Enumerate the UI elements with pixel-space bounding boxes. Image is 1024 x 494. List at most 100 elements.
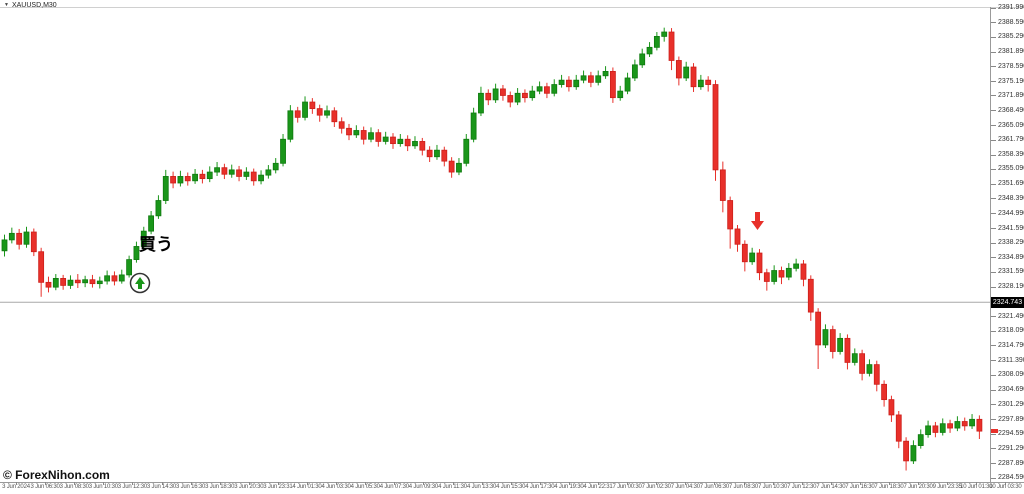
candle: [419, 137, 426, 156]
price-tick: [991, 345, 996, 347]
price-tick-label: 2375.190: [998, 77, 1024, 85]
candle: [947, 419, 953, 433]
time-tick-label: 3 Jun 08:30: [59, 484, 89, 490]
price-tick-label: 2381.890: [998, 48, 1024, 56]
candle: [456, 158, 462, 176]
candle: [8, 227, 15, 244]
candle: [324, 105, 330, 119]
price-tick-label: 2328.190: [998, 283, 1024, 291]
price-tick-label: 2318.090: [998, 327, 1024, 335]
time-tick-label: 7 Jun 14:30: [816, 484, 846, 490]
candle: [602, 66, 609, 79]
candle: [45, 276, 52, 293]
candle: [111, 271, 118, 286]
price-tick: [991, 419, 996, 421]
price-tick: [991, 110, 996, 112]
time-tick-label: 3 Jun 18:30: [205, 484, 235, 490]
candle: [573, 74, 580, 90]
price-tick-label: 2361.790: [998, 136, 1024, 144]
candle: [243, 167, 250, 180]
time-tick: [277, 482, 279, 485]
candle: [170, 171, 176, 189]
price-tick: [991, 81, 996, 83]
sell-down-arrow-icon: [751, 212, 764, 230]
price-tick-label: 2355.090: [998, 165, 1024, 173]
price-tick-label: 2287.890: [998, 459, 1024, 467]
price-tick: [991, 374, 996, 376]
price-tick-label: 2368.490: [998, 106, 1024, 114]
price-tick-label: 2311.390: [998, 356, 1024, 364]
price-tick: [991, 7, 996, 9]
price-tick-label: 2338.290: [998, 239, 1024, 246]
price-tick: [991, 389, 996, 391]
candle: [793, 258, 800, 272]
price-tick: [991, 316, 996, 318]
time-tick: [598, 482, 599, 485]
hline-price-box[interactable]: 2324.743: [991, 296, 1024, 308]
candle: [16, 228, 23, 250]
time-tick-label: 4 Jun 19:30: [554, 484, 584, 490]
time-tick-label: 4 Jun 17:30: [525, 484, 555, 490]
candle: [228, 164, 235, 178]
price-tick: [991, 257, 996, 259]
candle: [199, 169, 206, 184]
candle: [822, 324, 829, 348]
time-tick: [307, 482, 308, 485]
price-axis-separator: [990, 7, 991, 482]
candle: [976, 415, 983, 440]
candle: [639, 48, 646, 68]
candle: [595, 70, 602, 86]
time-tick-label: 7 Jun 04:30: [670, 484, 700, 490]
candle: [478, 86, 484, 117]
time-tick-label: 7 Jun 00:30: [612, 484, 642, 490]
time-tick-label: 3 Jun 06:30: [30, 484, 60, 490]
candle: [851, 348, 858, 366]
candle: [236, 165, 242, 182]
candle: [631, 59, 638, 82]
price-tick-label: 2291.290: [998, 444, 1024, 452]
time-tick: [423, 482, 425, 485]
candle: [529, 85, 536, 101]
candle: [954, 416, 961, 432]
current-price-marker: [991, 429, 998, 434]
candle: [346, 123, 352, 141]
time-tick: [74, 482, 76, 485]
time-tick: [510, 482, 512, 485]
candle: [463, 133, 470, 167]
candle: [675, 56, 682, 86]
candle: [221, 163, 228, 180]
time-tick-label: 7 Jun 08:30: [728, 484, 759, 490]
time-tick-label: 7 Jun 12:30: [787, 484, 817, 490]
candle: [126, 255, 133, 278]
price-tick: [991, 242, 996, 244]
candle: [1, 234, 8, 257]
candle: [309, 98, 316, 114]
candle: [617, 85, 624, 101]
candle: [837, 333, 844, 355]
candle: [522, 89, 528, 103]
candle: [133, 241, 140, 263]
price-tick: [991, 66, 996, 68]
time-tick-label: 3 Jun 20:30: [234, 484, 264, 490]
candle: [360, 126, 367, 145]
price-tick: [991, 168, 996, 170]
candle: [507, 91, 514, 108]
time-tick: [656, 482, 658, 485]
time-tick: [161, 482, 163, 485]
price-tick: [991, 51, 996, 53]
triangle-down-icon[interactable]: ▼: [4, 2, 9, 8]
candle: [492, 83, 499, 103]
candle: [756, 249, 763, 281]
candle: [206, 166, 213, 183]
candle: [690, 63, 697, 92]
price-tick-label: 2341.590: [998, 224, 1024, 232]
chart-surface[interactable]: [0, 0, 990, 482]
time-tick-label: 4 Jun 09:30: [408, 484, 438, 490]
candle: [969, 414, 975, 429]
candle: [741, 240, 748, 272]
candle: [470, 107, 477, 143]
time-tick: [16, 482, 17, 485]
candle: [397, 133, 404, 147]
time-tick: [365, 482, 367, 485]
